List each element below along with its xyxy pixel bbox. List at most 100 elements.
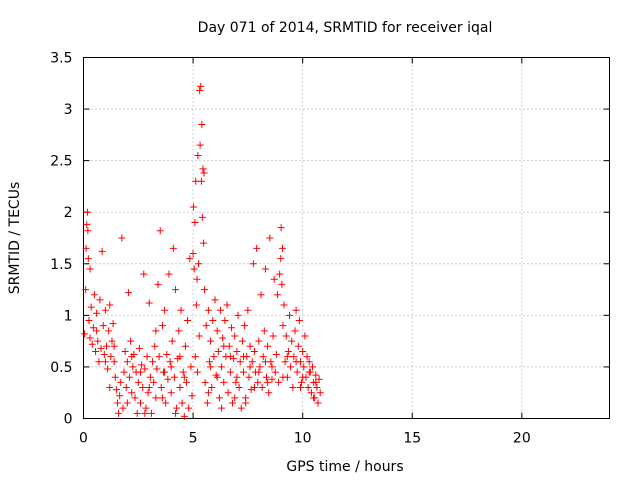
data-point	[203, 399, 211, 407]
data-point	[118, 234, 126, 242]
data-point	[189, 249, 197, 257]
data-point	[185, 404, 193, 412]
data-point	[86, 265, 94, 273]
data-point	[123, 399, 131, 407]
data-point	[266, 234, 274, 242]
data-point	[126, 373, 134, 381]
data-point	[236, 358, 244, 366]
data-point	[188, 392, 196, 400]
data-point	[279, 322, 287, 330]
data-point	[268, 375, 276, 383]
plot-frame	[83, 57, 610, 419]
data-point	[234, 311, 242, 319]
data-point	[259, 353, 267, 361]
data-point	[279, 373, 287, 381]
data-point	[95, 358, 103, 366]
data-point	[172, 409, 180, 417]
data-point	[238, 337, 246, 345]
data-point	[181, 342, 189, 350]
data-point	[186, 255, 194, 263]
data-point	[133, 409, 141, 417]
data-point	[172, 286, 180, 294]
data-point	[127, 337, 135, 345]
data-point	[143, 353, 151, 361]
data-point	[81, 330, 89, 338]
data-point	[232, 378, 240, 386]
data-point	[312, 371, 320, 379]
data-point	[110, 342, 118, 350]
data-point	[83, 221, 91, 229]
data-point	[273, 291, 281, 299]
data-point	[223, 301, 231, 309]
data-point	[146, 373, 154, 381]
data-point	[200, 239, 208, 247]
data-point	[161, 306, 169, 314]
data-point	[214, 347, 222, 355]
data-point	[88, 340, 96, 348]
data-point	[141, 409, 149, 417]
data-point	[192, 301, 200, 309]
data-point	[278, 280, 286, 288]
data-point	[272, 351, 280, 359]
data-point	[120, 368, 128, 376]
data-point	[315, 375, 323, 383]
data-point	[99, 322, 107, 330]
data-point	[85, 317, 93, 325]
data-point	[131, 394, 139, 402]
data-point	[255, 337, 263, 345]
data-point	[145, 299, 153, 307]
data-point	[219, 334, 227, 342]
data-point	[299, 347, 307, 355]
data-point	[144, 389, 152, 397]
data-point	[193, 275, 201, 283]
data-point	[156, 227, 164, 235]
data-point	[207, 337, 215, 345]
data-point	[301, 332, 309, 340]
data-point	[231, 332, 239, 340]
data-point	[282, 332, 290, 340]
data-point	[261, 358, 269, 366]
data-point	[176, 384, 184, 392]
data-point	[167, 389, 175, 397]
data-point	[89, 324, 97, 332]
data-point	[199, 165, 207, 173]
data-point	[164, 375, 172, 383]
data-point	[180, 373, 188, 381]
data-point	[109, 320, 117, 328]
data-point	[258, 384, 266, 392]
data-point	[153, 365, 161, 373]
data-point	[287, 363, 295, 371]
data-point	[239, 368, 247, 376]
data-point	[279, 244, 287, 252]
data-point	[218, 363, 226, 371]
data-point	[136, 399, 144, 407]
data-point	[213, 327, 221, 335]
data-point	[93, 309, 101, 317]
data-point	[312, 378, 320, 386]
data-point	[246, 342, 254, 350]
data-point	[97, 344, 105, 352]
data-point	[280, 301, 288, 309]
data-point	[241, 322, 249, 330]
data-point	[184, 317, 192, 325]
data-point	[134, 378, 142, 386]
data-point	[94, 337, 102, 345]
y-tick-label: 0.5	[50, 360, 72, 376]
data-point	[138, 361, 146, 369]
data-point	[304, 384, 312, 392]
data-point	[283, 353, 291, 361]
data-point	[136, 368, 144, 376]
data-point	[93, 327, 101, 335]
data-point	[237, 404, 245, 412]
data-point	[289, 384, 297, 392]
x-tick-label: 15	[403, 431, 421, 447]
data-point	[208, 384, 216, 392]
data-point	[226, 353, 234, 361]
data-point	[229, 399, 237, 407]
data-point	[165, 270, 173, 278]
data-point	[216, 306, 224, 314]
data-point	[200, 169, 208, 177]
x-axis-label: GPS time / hours	[286, 459, 403, 475]
y-tick-label: 3.5	[50, 51, 72, 67]
data-point	[244, 306, 252, 314]
